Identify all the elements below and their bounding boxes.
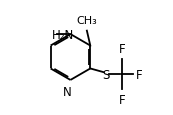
Text: F: F <box>136 68 143 81</box>
Text: N: N <box>63 85 72 98</box>
Text: S: S <box>103 68 110 81</box>
Text: CH₃: CH₃ <box>76 16 97 26</box>
Text: F: F <box>119 43 125 56</box>
Text: H₂N: H₂N <box>52 28 74 41</box>
Text: F: F <box>119 93 125 106</box>
